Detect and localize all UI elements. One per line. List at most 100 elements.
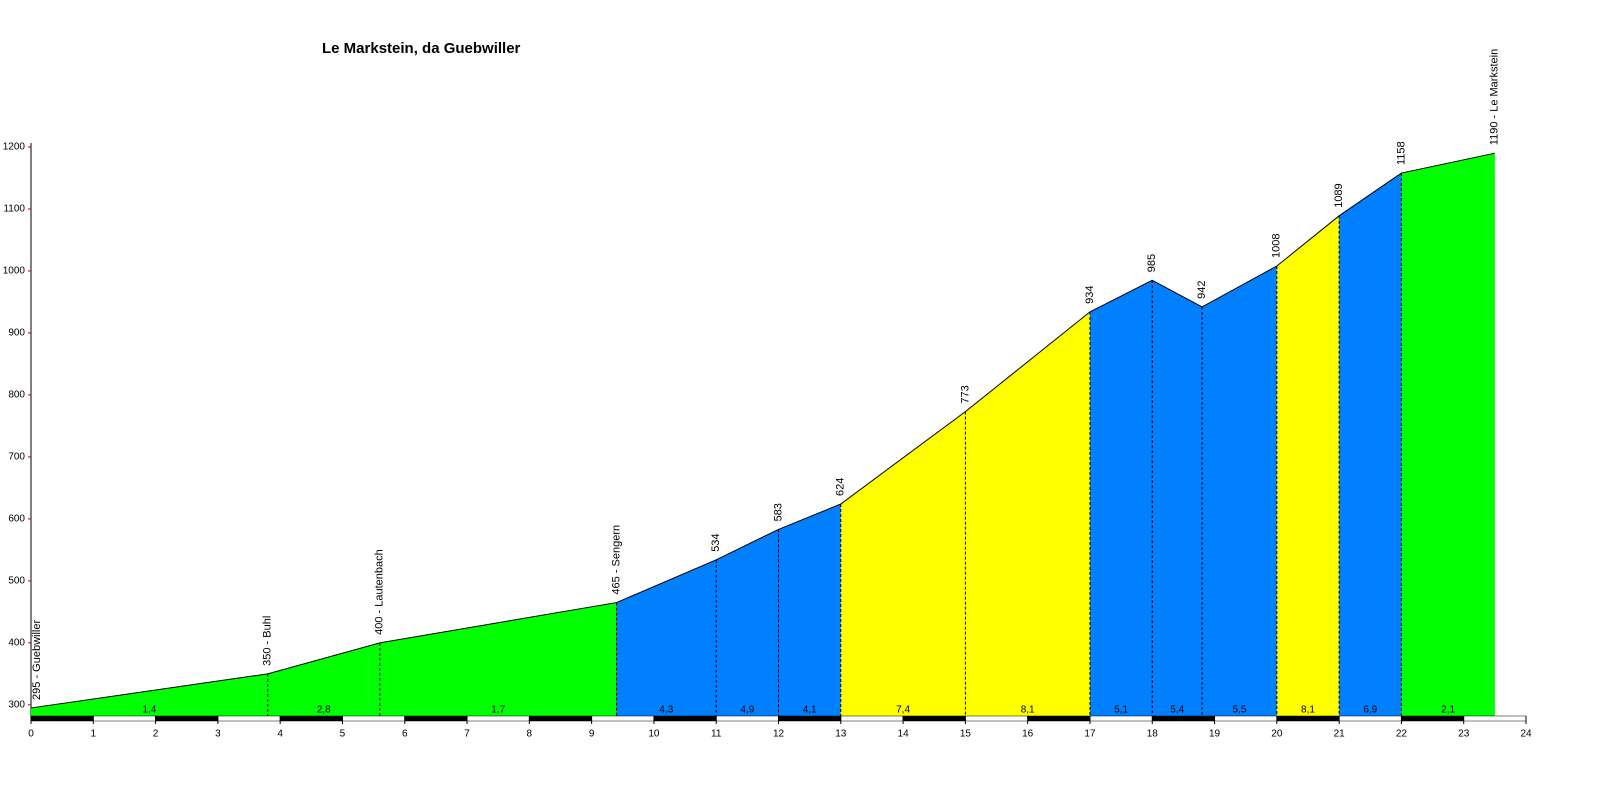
x-tick-label: 2	[153, 729, 159, 740]
x-tick-label: 13	[835, 729, 847, 740]
x-tick-label: 15	[960, 729, 972, 740]
gradient-segment	[267, 642, 380, 716]
point-label: 934	[1084, 286, 1096, 304]
gradient-segment	[1202, 266, 1277, 716]
y-tick-label: 500	[8, 576, 25, 587]
point-label: 773	[959, 385, 971, 403]
gradient-label: 5,1	[1114, 705, 1128, 716]
km-bar	[404, 715, 468, 722]
x-tick-label: 20	[1271, 729, 1283, 740]
gradient-label: 4,9	[740, 705, 754, 716]
gradient-segment	[965, 311, 1090, 716]
y-tick-label: 800	[8, 390, 25, 401]
x-tick-label: 3	[215, 729, 221, 740]
gradient-segment	[1401, 153, 1495, 717]
gradient-segment	[31, 673, 268, 716]
y-tick-label: 700	[8, 452, 25, 463]
point-label: 465 - Sengern	[610, 525, 622, 595]
km-bar	[1089, 715, 1153, 722]
point-label: 985	[1146, 254, 1158, 272]
y-tick-label: 1200	[3, 142, 26, 153]
km-bar	[155, 715, 219, 722]
km-bar	[965, 715, 1028, 722]
gradient-segment	[1339, 173, 1402, 716]
gradient-segment	[1276, 215, 1340, 716]
point-label: 1190 - Le Markstein	[1489, 49, 1501, 145]
y-tick-label: 900	[8, 328, 25, 339]
km-bar	[1463, 715, 1527, 722]
point-label: 400 - Lautenbach	[374, 549, 386, 635]
km-bar	[1152, 715, 1215, 722]
chart-title: Le Markstein, da Guebwiller	[322, 40, 521, 57]
x-tick-label: 5	[340, 729, 346, 740]
point-label: 583	[772, 503, 784, 521]
x-tick-label: 17	[1084, 729, 1096, 740]
x-tick-label: 18	[1147, 729, 1159, 740]
gradient-label: 4,3	[659, 705, 673, 716]
gradient-segment	[616, 559, 717, 716]
km-bar	[653, 715, 717, 722]
point-label: 1008	[1271, 234, 1283, 258]
km-bar	[902, 715, 966, 722]
y-tick-label: 600	[8, 514, 25, 525]
gradient-segment	[1152, 280, 1203, 716]
x-tick-label: 22	[1396, 729, 1408, 740]
km-bar	[1401, 715, 1464, 722]
gradient-label: 1,4	[142, 705, 156, 716]
km-bar	[279, 715, 343, 722]
point-label: 1089	[1333, 183, 1345, 207]
x-tick-label: 16	[1022, 729, 1034, 740]
km-bar	[342, 715, 406, 722]
x-tick-label: 4	[277, 729, 283, 740]
km-bar	[1338, 715, 1402, 722]
x-tick-label: 1	[91, 729, 97, 740]
x-tick-label: 14	[898, 729, 910, 740]
x-tick-label: 23	[1458, 729, 1470, 740]
km-bar	[715, 715, 779, 722]
gradient-label: 1,7	[491, 705, 505, 716]
x-tick-label: 0	[28, 729, 34, 740]
profile-line	[30, 152, 1495, 709]
point-label: 534	[710, 533, 722, 551]
gradient-label: 7,4	[896, 705, 910, 716]
x-tick-label: 11	[711, 729, 722, 740]
km-bar	[840, 715, 904, 722]
y-tick-label: 1100	[3, 204, 25, 215]
gradient-label: 5,4	[1170, 705, 1184, 716]
point-label: 942	[1196, 281, 1208, 299]
point-label: 624	[835, 478, 847, 496]
gradient-label: 5,5	[1233, 705, 1247, 716]
gradient-label: 4,1	[803, 705, 817, 716]
gradient-label: 2,1	[1441, 705, 1455, 716]
km-bar	[466, 715, 530, 722]
km-bar	[30, 715, 94, 722]
x-tick-label: 6	[402, 729, 408, 740]
x-tick-label: 24	[1520, 729, 1532, 740]
x-tick-label: 10	[648, 729, 660, 740]
x-tick-label: 8	[527, 729, 533, 740]
km-bar	[1027, 715, 1091, 722]
x-tick-label: 7	[464, 729, 470, 740]
km-bar	[778, 715, 842, 722]
gradient-segment	[716, 529, 779, 716]
gradient-segment	[778, 504, 841, 716]
point-label: 1158	[1395, 141, 1407, 165]
km-bar	[217, 715, 281, 722]
y-tick-label: 1000	[3, 266, 26, 277]
km-bar	[1276, 715, 1340, 722]
x-tick-label: 9	[589, 729, 595, 740]
km-bar	[93, 715, 156, 722]
x-tick-label: 19	[1209, 729, 1221, 740]
gradient-segment	[1089, 280, 1153, 716]
gradient-label: 6,9	[1363, 705, 1377, 716]
km-bar	[1214, 715, 1278, 722]
gradient-segment	[379, 602, 617, 716]
x-tick-label: 21	[1334, 729, 1346, 740]
x-tick-label: 12	[773, 729, 785, 740]
gradient-segment	[840, 411, 966, 716]
km-bar	[591, 715, 655, 722]
y-tick-label: 300	[8, 699, 25, 710]
km-bar	[529, 715, 592, 722]
point-label: 350 - Buhl	[262, 616, 274, 666]
